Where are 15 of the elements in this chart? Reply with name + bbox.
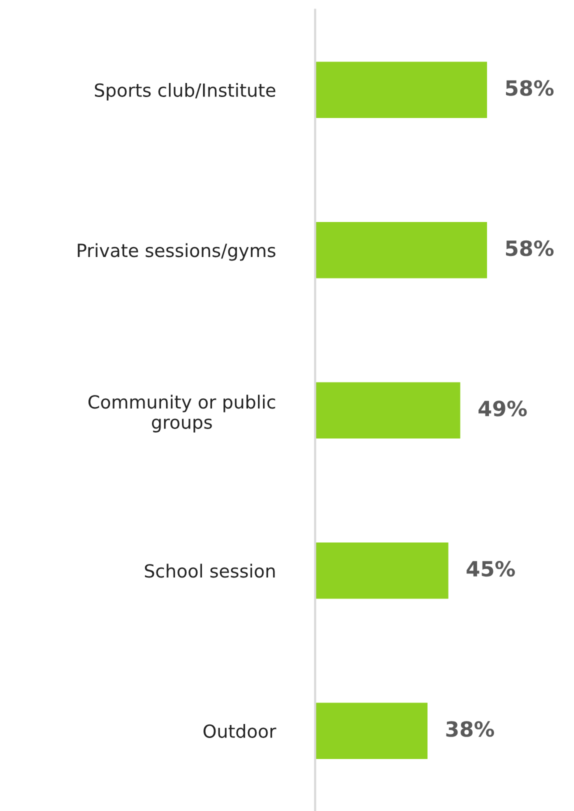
data-label: 49% <box>478 400 527 416</box>
bar <box>315 380 462 440</box>
data-label: 45% <box>466 560 515 577</box>
y-tick-label: School session <box>144 564 275 578</box>
data-label: 58% <box>506 240 554 256</box>
bar <box>315 60 488 120</box>
y-tick-label: Sports club/Institute <box>94 83 276 100</box>
data-label: 58% <box>506 80 554 96</box>
y-tick-label: Private sessions/gyms <box>78 243 276 261</box>
bar <box>315 701 429 760</box>
y-tick-label: Community or public groups <box>88 394 276 432</box>
data-label: 38% <box>446 721 494 737</box>
bar <box>315 541 450 600</box>
bar <box>315 220 488 280</box>
y-tick-label: Outdoor <box>204 724 276 738</box>
